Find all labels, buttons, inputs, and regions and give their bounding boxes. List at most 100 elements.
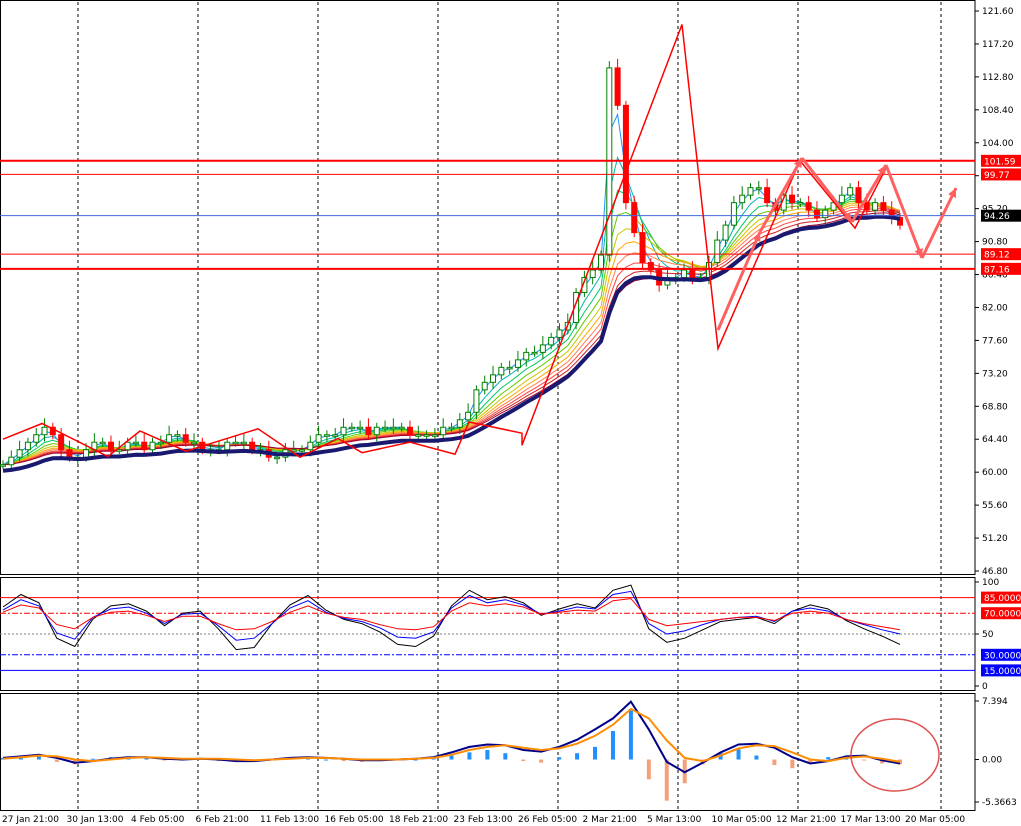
x-axis-label-2: 4 Feb 05:00 <box>131 815 185 825</box>
macd-axis-tick-label-1: 0.00 <box>982 756 1002 766</box>
macd-bar-33 <box>593 746 598 760</box>
x-axis-label-4: 11 Feb 13:00 <box>260 815 319 825</box>
candle-body-50 <box>415 434 422 437</box>
candle-body-19 <box>157 441 164 445</box>
forecast-arrowhead-1 <box>793 158 802 168</box>
candle-body-66 <box>548 336 555 346</box>
candle-body-53 <box>440 426 447 436</box>
candle-body-46 <box>382 426 389 430</box>
price-axis-tick-label-0: 121.60 <box>982 7 1014 17</box>
candle-body-45 <box>373 426 380 436</box>
candle-body-23 <box>191 441 198 445</box>
price-level-1-box <box>981 168 1021 181</box>
candle-body-67 <box>556 329 563 338</box>
forecast-arrow-1 <box>758 157 804 233</box>
macd-bar-28 <box>503 753 508 760</box>
candle-body-17 <box>141 441 148 451</box>
candle-body-56 <box>465 411 472 421</box>
candle-body-51 <box>423 434 430 437</box>
candle-body-33 <box>274 456 281 460</box>
x-axis-label-5: 16 Feb 05:00 <box>325 815 384 825</box>
candle-body-44 <box>365 426 372 436</box>
osc-level-2-label: 30.0000 <box>984 651 1021 661</box>
macd-bar-31 <box>557 757 562 760</box>
osc-level-1-label: 70.0000 <box>984 610 1021 620</box>
candle-body-102 <box>847 187 854 196</box>
osc-level-0-label: 85.0000 <box>984 594 1021 604</box>
x-axis-label-9: 2 Mar 21:00 <box>583 815 638 825</box>
osc-series-1 <box>2 590 901 641</box>
x-axis-label-14: 20 Mar 05:00 <box>905 815 965 825</box>
candle-body-97 <box>805 202 812 211</box>
candle-body-37 <box>307 441 314 451</box>
candle-body-10 <box>83 449 90 458</box>
osc-level-2-box <box>981 648 1021 661</box>
candle-body-40 <box>332 434 339 437</box>
x-axis-label-3: 6 Feb 21:00 <box>196 815 250 825</box>
price-axis-tick-label-1: 117.20 <box>982 40 1014 50</box>
macd-bar-49 <box>880 759 885 764</box>
candle-body-22 <box>182 434 189 443</box>
candle-body-74 <box>614 67 621 106</box>
osc-series-2 <box>2 598 901 631</box>
candle-body-60 <box>498 366 505 376</box>
price-axis-tick-label-9: 82.00 <box>982 303 1008 313</box>
forecast-arrow-2 <box>800 157 854 223</box>
price-level-3-box <box>981 248 1021 261</box>
price-axis-tick-label-7: 90.80 <box>982 238 1008 248</box>
macd-bar-26 <box>467 752 472 760</box>
macd-bar-8 <box>144 757 149 760</box>
macd-bar-25 <box>449 755 454 760</box>
x-axis-label-0: 27 Jan 21:00 <box>2 815 59 825</box>
candle-body-65 <box>539 344 546 353</box>
price-axis-tick-label-13: 64.40 <box>982 435 1008 445</box>
candle-body-91 <box>755 187 762 190</box>
candle-body-90 <box>747 187 754 196</box>
candle-body-3 <box>24 441 31 451</box>
candle-body-36 <box>299 449 305 452</box>
candle-body-54 <box>448 426 455 430</box>
candle-body-13 <box>107 441 114 451</box>
candle-body-16 <box>132 441 139 445</box>
candle-body-64 <box>531 351 538 355</box>
osc-axis-tick-label-1: 50 <box>982 630 994 640</box>
candle-body-29 <box>240 441 247 445</box>
x-axis-label-7: 23 Feb 13:00 <box>454 815 513 825</box>
candle-body-78 <box>647 262 654 271</box>
forecast-arrowhead-0 <box>752 232 761 242</box>
x-axis-label-12: 12 Mar 21:00 <box>776 815 836 825</box>
candle-body-98 <box>813 209 820 219</box>
x-axis-label-6: 18 Feb 21:00 <box>389 815 448 825</box>
candle-body-8 <box>66 449 73 458</box>
candle-body-49 <box>406 426 413 436</box>
macd-bar-42 <box>754 755 759 760</box>
candle-body-20 <box>166 434 173 443</box>
candle-body-70 <box>581 277 588 293</box>
price-axis-tick-label-11: 73.20 <box>982 369 1008 379</box>
candle-body-89 <box>739 194 746 204</box>
price-level-4-label: 87.16 <box>984 265 1010 275</box>
macd-bar-32 <box>575 753 580 760</box>
osc-level-1-box <box>981 607 1021 620</box>
forecast-arrowhead-5 <box>948 188 956 198</box>
price-axis-tick-label-4: 104.00 <box>982 139 1014 149</box>
price-level-2-box <box>981 209 1021 222</box>
price-level-4-box <box>981 262 1021 275</box>
macd-bar-46 <box>826 757 831 760</box>
candle-body-1 <box>8 456 15 466</box>
candle-body-63 <box>523 351 530 361</box>
candle-body-86 <box>714 239 721 264</box>
candle-body-105 <box>872 202 879 211</box>
price-axis-tick-label-14: 60.00 <box>982 468 1008 478</box>
price-level-0-label: 101.59 <box>984 157 1016 167</box>
candle-body-30 <box>249 441 256 451</box>
forecast-arrow-4 <box>884 164 924 259</box>
macd-axis-tick-label-0: 7.394 <box>982 697 1008 707</box>
macd-bar-18 <box>323 759 328 761</box>
price-axis-tick-label-12: 68.80 <box>982 402 1008 412</box>
macd-bar-0 <box>1 757 5 760</box>
macd-bar-29 <box>521 759 526 762</box>
macd-bar-2 <box>36 755 41 760</box>
macd-line-1 <box>2 707 901 763</box>
candle-body-7 <box>58 434 65 451</box>
